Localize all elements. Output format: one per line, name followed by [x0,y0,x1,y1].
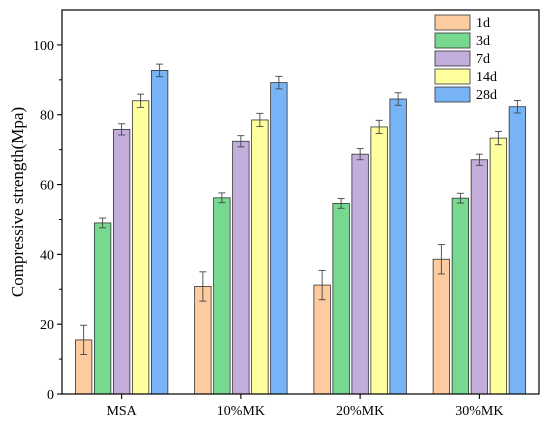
bar-7d-MSA [112,128,131,395]
bar-14d-MSA [131,100,150,395]
legend-swatch-1d [434,14,471,31]
bar-28d-30%MK [508,106,527,395]
y-tick-label: 60 [40,179,54,194]
bar-7d-30%MK [470,159,489,395]
x-tick-label: 20%MK [336,404,384,419]
bar-3d-30%MK [451,197,470,395]
x-tick-label: MSA [106,404,137,419]
y-tick-label: 80 [40,109,54,124]
legend-label-7d: 7d [476,52,490,67]
bars-layer [74,63,527,395]
legend-swatch-7d [434,50,471,67]
y-tick-label: 20 [40,318,54,333]
plot-frame [61,9,540,395]
legend-label-28d: 28d [476,88,497,103]
bar-3d-20%MK [332,202,350,395]
bar-3d-MSA [93,222,112,395]
y-axis-title: Compressive strength(Mpa) [8,107,27,297]
legend-swatch-3d [434,32,471,49]
bar-14d-10%MK [251,119,269,395]
legend-label-14d: 14d [476,70,497,85]
bar-1d-10%MK [194,286,212,395]
legend: 1d 3d 7d 14d 28d [434,14,497,103]
legend-label-3d: 3d [476,34,490,49]
bar-14d-20%MK [370,126,388,395]
bar-28d-MSA [150,69,169,395]
bar-7d-20%MK [351,153,369,395]
y-tick-label: 100 [33,39,54,54]
legend-swatch-28d [434,86,471,103]
axes-layer: 0 20 40 60 80 100 MSA 10%MK 20%MK 30%MK Compressiv… [8,9,540,419]
y-tick-label: 0 [47,388,54,403]
bar-7d-10%MK [232,140,250,395]
legend-swatch-14d [434,68,471,85]
bar-1d-20%MK [313,284,331,395]
y-tick-label: 40 [40,248,54,263]
bar-3d-10%MK [213,197,231,395]
bar-28d-20%MK [389,98,407,395]
x-tick-label: 30%MK [455,404,503,419]
x-tick-label: 10%MK [217,404,265,419]
legend-label-1d: 1d [476,16,490,31]
bar-1d-30%MK [432,258,451,395]
bar-28d-10%MK [270,82,288,395]
bar-14d-30%MK [489,137,508,395]
